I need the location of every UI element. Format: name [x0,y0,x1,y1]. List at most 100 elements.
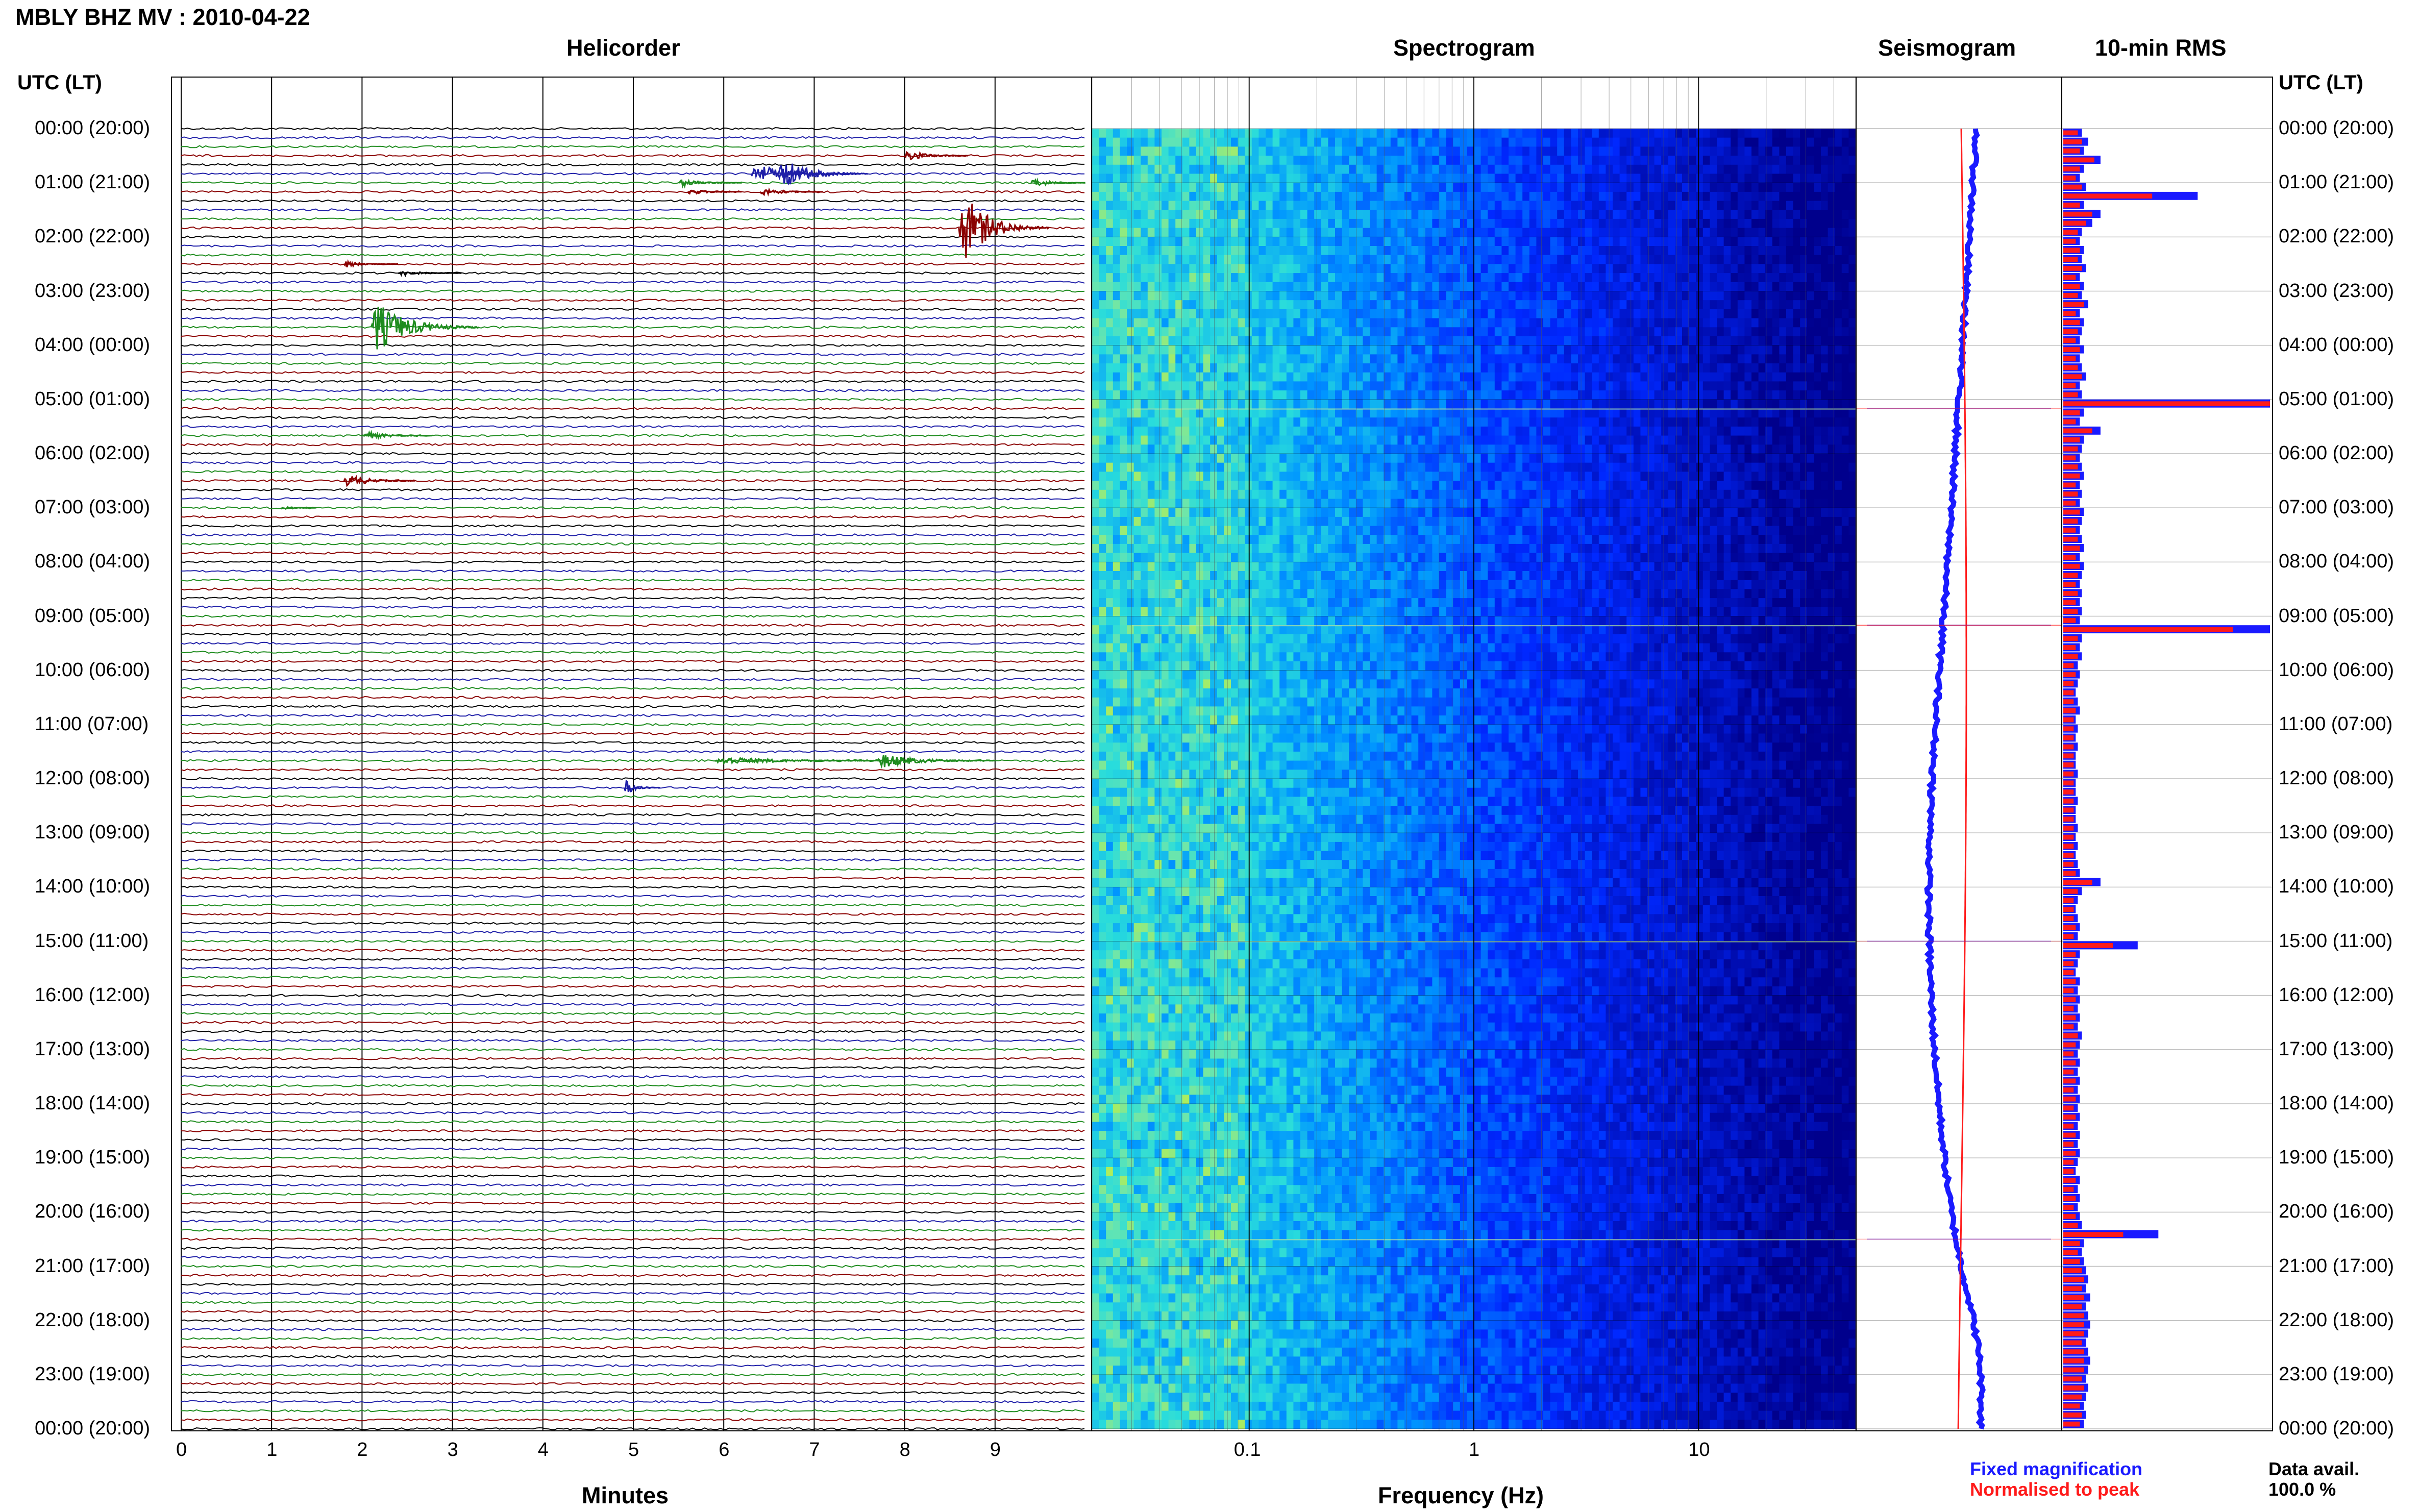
legend-fixed-magnification: Fixed magnification [1970,1458,2143,1479]
helicorder-event [343,475,416,487]
rms-bar-normalised [2063,1213,2076,1219]
helicorder-trace [181,949,1085,952]
seismogram-header: Seismogram [1878,35,2016,61]
rms-bar-normalised [2063,1340,2082,1346]
rms-bar-normalised [2063,1015,2076,1021]
rms-bar-normalised [2063,311,2076,316]
time-label-right: 18:00 (14:00) [2279,1093,2395,1114]
helicorder-trace [181,605,1085,609]
helicorder-trace [181,1309,1085,1313]
rms-bar-normalised [2063,690,2074,696]
rms-bar-normalised [2063,1105,2074,1111]
helicorder-event [777,163,869,186]
helicorder-trace [181,208,1085,212]
helicorder-event [343,259,398,268]
helicorder-trace [181,912,1085,916]
helicorder-trace [181,551,1085,555]
rms-bar-normalised [2063,717,2074,723]
helicorder-panel [171,77,1092,1431]
rms-bar-normalised [2063,275,2076,280]
helicorder-trace [181,1030,1085,1033]
time-label-right: 20:00 (16:00) [2279,1201,2395,1223]
helicorder-trace [181,127,1085,131]
rms-bar-normalised [2063,501,2076,506]
rms-bar-normalised [2063,925,2076,930]
helicorder-trace [181,1201,1085,1205]
rms-bar-normalised [2063,1033,2078,1038]
helicorder-trace [181,578,1085,582]
helicorder-trace [181,1382,1085,1385]
helicorder-trace [181,1075,1085,1078]
helicorder-trace [181,1011,1085,1015]
time-label-left: 21:00 (17:00) [35,1255,151,1277]
seismogram-panel [1856,77,2062,1431]
rms-bar-normalised [2063,1349,2084,1354]
helicorder-trace [181,686,1085,690]
rms-bar-normalised [2063,1421,2080,1427]
helicorder-trace [181,172,1084,176]
rms-bar-normalised [2063,618,2076,623]
helicorder-trace [181,163,1084,166]
helicorder-trace [181,994,1084,997]
rms-bar-normalised [2063,844,2074,849]
rms-bar-normalised [2063,807,2074,813]
time-label-right: 16:00 (12:00) [2279,984,2395,1006]
rms-bar-normalised [2063,961,2074,966]
helicorder-trace [181,885,1085,889]
helicorder-event [398,271,462,278]
rms-bar-normalised [2063,1042,2076,1048]
helicorder-trace [181,1066,1085,1070]
helicorder-event [623,779,660,792]
time-label-left: 08:00 (04:00) [35,551,151,573]
helicorder-trace [181,1373,1085,1376]
helicorder-event [370,307,480,350]
minute-tick-label: 9 [990,1439,1001,1460]
helicorder-trace [181,461,1085,464]
helicorder-trace [181,145,1085,148]
rms-bar-normalised [2063,1186,2074,1192]
rms-bar-normalised [2063,428,2092,434]
time-label-left: 06:00 (02:00) [35,442,151,464]
helicorder-trace [181,1336,1085,1341]
helicorder-trace [181,1048,1085,1051]
rms-bar-normalised [2063,771,2074,777]
rms-bar-normalised [2063,374,2082,379]
helicorder-trace [181,217,1085,220]
helicorder-trace [181,750,1085,754]
frequency-tick-label: 10 [1688,1439,1710,1460]
rms-bar-normalised [2063,1412,2082,1418]
helicorder-event [904,151,968,161]
rms-bar-normalised [2063,1006,2074,1011]
rms-bar-normalised [2063,293,2078,298]
rms-panel [2061,77,2273,1431]
helicorder-trace [181,280,1085,284]
rms-bar-normalised [2063,1322,2084,1327]
time-label-left: 09:00 (05:00) [35,605,151,627]
rms-bar-normalised [2063,816,2074,822]
rms-bar-normalised [2063,663,2074,668]
rms-bar-normalised [2063,482,2076,488]
helicorder-trace [181,1147,1085,1151]
helicorder-trace [181,434,1085,437]
helicorder-trace [181,903,1085,907]
time-label-right: 23:00 (19:00) [2279,1363,2395,1385]
time-label-left: 22:00 (18:00) [35,1309,151,1331]
rms-bar-normalised [2063,518,2078,524]
time-label-right: 00:00 (20:00) [2279,117,2395,139]
data-avail-label: Data avail. [2268,1458,2360,1479]
rms-bar-normalised [2063,591,2078,596]
helicorder-trace [181,380,1085,383]
helicorder-trace [181,1400,1085,1404]
helicorder-event [361,430,434,440]
rms-bar-normalised [2063,148,2080,154]
rms-bar-normalised [2063,166,2080,171]
helicorder-trace [181,316,1085,320]
rms-bar-normalised [2063,1069,2074,1075]
utc-header-left: UTC (LT) [17,71,102,94]
helicorder-trace [181,244,1085,248]
helicorder-trace [181,659,1085,663]
time-label-right: 08:00 (04:00) [2279,551,2395,573]
rms-bar-normalised [2063,220,2086,226]
helicorder-trace [181,452,1085,456]
helicorder-trace [181,362,1085,365]
